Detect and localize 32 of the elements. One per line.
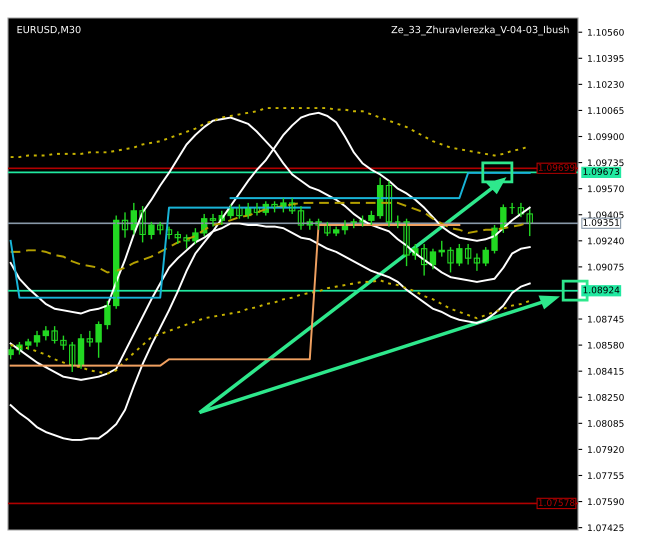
candlestick [508, 202, 516, 215]
y-tick-label: 1.08745 [588, 316, 624, 323]
y-tick-label: 1.09405 [588, 211, 624, 218]
y-tick-label: 1.09075 [588, 264, 624, 270]
text: Ze_33_Zhuravlerezka_V-04-03_Ibush [392, 26, 569, 36]
y-tick-label: 1.09570 [588, 185, 624, 192]
y-tick-label: 1.07920 [588, 446, 624, 453]
line-series [10, 112, 531, 441]
ref-line-label: 1.09673 [584, 168, 620, 176]
y-tick-label: 1.08580 [588, 342, 624, 349]
ref-line-label: 1.07578 [538, 499, 575, 506]
ref-line-label: 1.09699 [538, 164, 575, 171]
y-tick-label: 1.10395 [588, 55, 624, 62]
candlestick [210, 213, 216, 228]
y-tick-label: 1.07755 [588, 472, 624, 480]
ref-line-label: 1.09351 [584, 219, 620, 226]
y-tick-label: 1.09240 [588, 238, 624, 244]
y-tick-label: 1.07590 [588, 498, 624, 506]
y-tick-label: 1.10230 [588, 81, 624, 88]
line-series [10, 279, 531, 375]
text: EURUSD,M30 [18, 26, 81, 34]
candlestick [394, 214, 401, 229]
y-tick-label: 1.08415 [588, 368, 624, 375]
y-tick-label: 1.08250 [588, 394, 624, 401]
y-tick-label: 1.09735 [588, 159, 624, 166]
y-tick-label: 1.08085 [588, 420, 624, 427]
y-tick-label: 1.07425 [588, 524, 624, 532]
y-tick-label: 1.10560 [588, 28, 624, 36]
y-tick-label: 1.09900 [588, 133, 624, 140]
y-tick-label: 1.10065 [588, 107, 624, 114]
candlestick [438, 240, 445, 258]
ref-line-label: 1.08924 [584, 286, 620, 294]
